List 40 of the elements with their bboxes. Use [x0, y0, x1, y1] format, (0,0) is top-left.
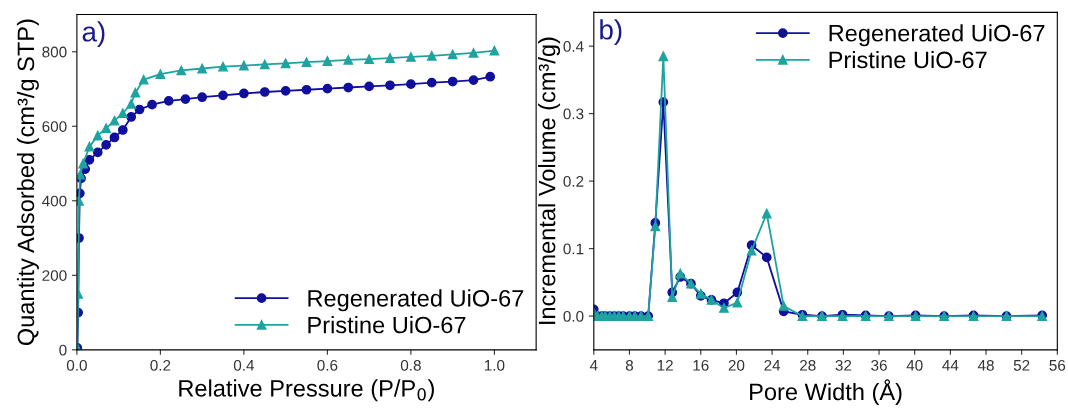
- y-tick-label: 600: [42, 121, 67, 132]
- y-tick-label: 400: [42, 195, 67, 207]
- y-tick-label: 200: [42, 270, 67, 281]
- y-axis-title: Quantity Adsorbed (cm³/g STP): [16, 19, 39, 346]
- x-tick-label: 20: [728, 359, 745, 371]
- x-tick-label: 12: [657, 359, 673, 371]
- y-tick-label: 0.2: [563, 175, 584, 187]
- x-axis-title: Relative Pressure (P/P$_{0}$): [179, 379, 434, 402]
- y-tick-label: 0.1: [563, 243, 584, 255]
- x-tick-label: 0.4: [233, 359, 255, 371]
- x-tick-label: 52: [1013, 359, 1030, 371]
- y-tick-label: 0.3: [563, 108, 584, 120]
- legend-label: Pristine UiO-67: [829, 50, 987, 69]
- x-tick-label: 4: [589, 360, 598, 371]
- x-tick-label: 0.6: [317, 359, 338, 371]
- chart-title: b): [600, 19, 622, 46]
- x-tick-label: 16: [693, 359, 709, 371]
- x-tick-label: 28: [800, 359, 816, 371]
- y-axis-title: Incremental Volume (cm³/g): [538, 37, 561, 324]
- y-tick-label: 0.0: [563, 310, 584, 322]
- x-tick-label: 36: [871, 359, 887, 371]
- x-tick-label: 0.2: [150, 359, 171, 371]
- x-tick-label: 48: [977, 359, 994, 371]
- y-tick-label: 0: [59, 344, 67, 356]
- legend-label: Regenerated UiO-67: [308, 289, 524, 312]
- x-tick-label: 1.0: [484, 359, 505, 371]
- x-tick-label: 0.0: [66, 359, 87, 371]
- x-tick-label: 40: [906, 359, 923, 371]
- x-tick-label: 44: [942, 360, 959, 371]
- legend-label: Regenerated UiO-67: [829, 24, 1045, 47]
- y-tick-label: 800: [42, 46, 67, 58]
- x-tick-label: 24: [764, 359, 781, 371]
- y-tick-label: 0.4: [563, 41, 584, 52]
- x-tick-label: 32: [835, 359, 852, 371]
- x-axis-title: Pore Width (Å): [750, 379, 902, 405]
- legend-label: Pristine UiO-67: [308, 316, 466, 334]
- x-tick-label: 56: [1049, 359, 1066, 371]
- chart-title: a): [82, 21, 105, 48]
- x-tick-label: 8: [625, 359, 634, 371]
- x-tick-label: 0.8: [400, 359, 421, 371]
